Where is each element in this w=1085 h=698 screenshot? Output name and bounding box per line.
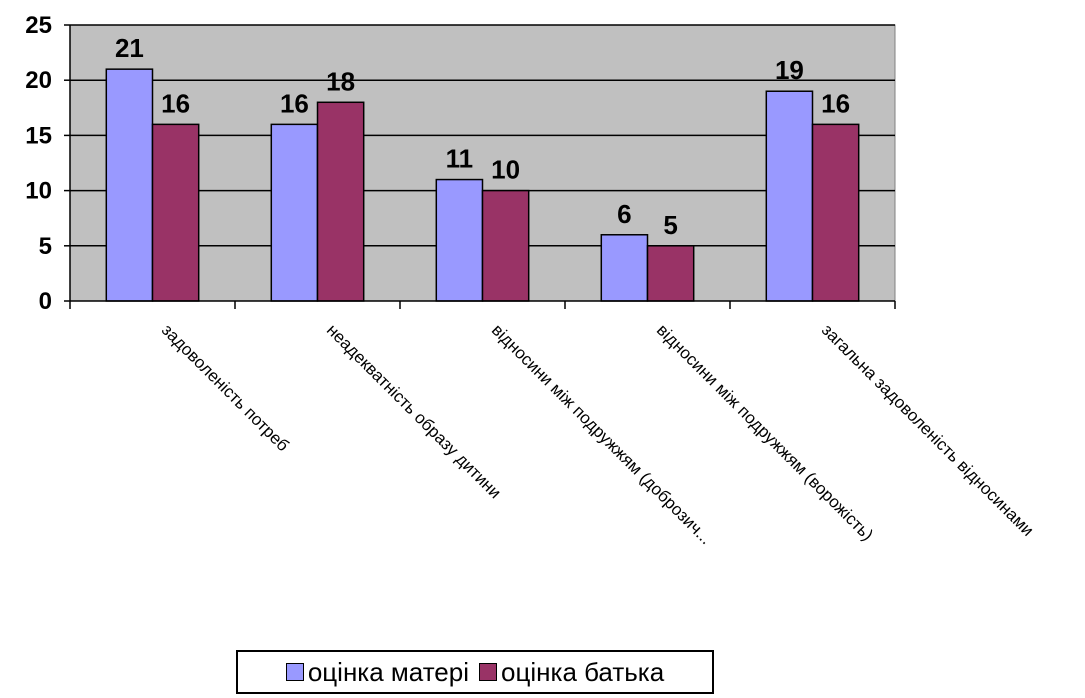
data-label: 16 <box>280 88 309 118</box>
bar-father <box>811 123 860 302</box>
bar-father <box>316 101 365 302</box>
x-category-labels: задоволеність потреб неадекватність образ… <box>158 320 1038 548</box>
y-tick-label: 25 <box>25 12 52 39</box>
data-label: 5 <box>663 210 677 240</box>
data-label: 19 <box>775 55 804 85</box>
axes <box>64 24 896 309</box>
data-labels: 21 16 16 18 11 10 6 5 19 16 <box>115 33 850 240</box>
data-label: 18 <box>326 66 355 96</box>
bar-father <box>151 123 200 302</box>
legend-swatch-mother <box>285 663 304 681</box>
data-label: 10 <box>491 155 520 185</box>
legend-item-mother: оцінка матері <box>285 656 470 688</box>
legend-item-father: оцінка батька <box>479 657 664 688</box>
legend: оцінка матері оцінка батька <box>236 650 714 694</box>
bar-father <box>646 245 695 302</box>
y-tick-label: 0 <box>39 288 52 315</box>
y-tick-label: 20 <box>25 67 52 94</box>
x-category-label: неадекватність образу дитини <box>323 320 505 502</box>
data-label: 6 <box>617 199 631 229</box>
bar-mother <box>600 234 649 302</box>
data-label: 16 <box>821 88 850 118</box>
data-label: 11 <box>446 144 474 174</box>
y-tick-labels: 0 5 10 15 20 25 <box>25 12 52 315</box>
data-label: 21 <box>115 33 144 63</box>
bar-mother <box>435 178 484 302</box>
legend-label-mother: оцінка матері <box>307 656 470 687</box>
bars <box>105 68 860 302</box>
data-label: 16 <box>161 88 190 118</box>
y-tick-label: 5 <box>39 233 52 260</box>
y-tick-label: 10 <box>25 178 52 205</box>
y-tick-label: 15 <box>25 122 52 149</box>
bar-mother <box>270 123 319 302</box>
bar-father <box>481 189 530 302</box>
bar-mother <box>105 68 154 302</box>
bar-mother <box>765 90 814 302</box>
x-category-label: задоволеність потреб <box>158 320 293 455</box>
legend-label-father: оцінка батька <box>501 656 665 687</box>
legend-swatch-father <box>479 663 498 681</box>
